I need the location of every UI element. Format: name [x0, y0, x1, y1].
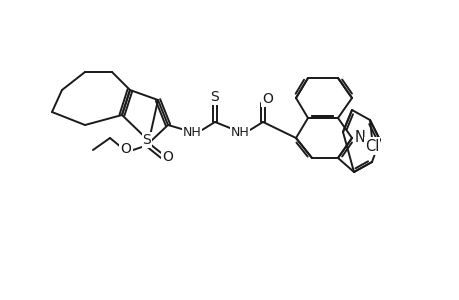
Text: S: S [210, 90, 219, 104]
Text: Cl: Cl [364, 139, 378, 154]
Text: O: O [162, 150, 173, 164]
Text: O: O [120, 142, 131, 156]
Text: O: O [262, 92, 273, 106]
Text: NH: NH [230, 125, 249, 139]
Text: S: S [142, 133, 151, 147]
Text: NH: NH [182, 125, 201, 139]
Text: N: N [354, 130, 364, 145]
